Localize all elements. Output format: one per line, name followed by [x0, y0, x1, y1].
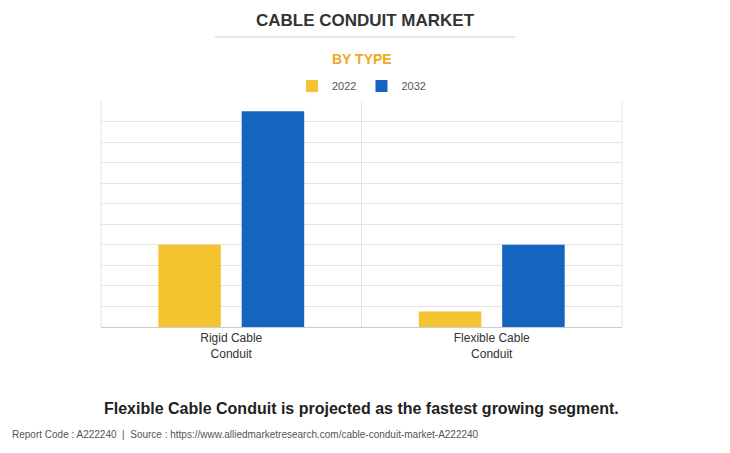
svg-text:Flexible CableConduit: Flexible CableConduit	[454, 331, 530, 361]
svg-text:BY TYPE: BY TYPE	[332, 51, 392, 67]
svg-text:2022: 2022	[332, 80, 356, 92]
svg-text:Rigid CableConduit: Rigid CableConduit	[200, 331, 262, 361]
svg-text:Flexible Cable Conduit is proj: Flexible Cable Conduit is projected as t…	[104, 400, 619, 417]
svg-text:Report Code : A222240 | Sour: Report Code : A222240 | Source : https:/…	[12, 429, 479, 440]
svg-text:CABLE CONDUIT MARKET: CABLE CONDUIT MARKET	[256, 11, 475, 30]
svg-text:2032: 2032	[401, 80, 425, 92]
